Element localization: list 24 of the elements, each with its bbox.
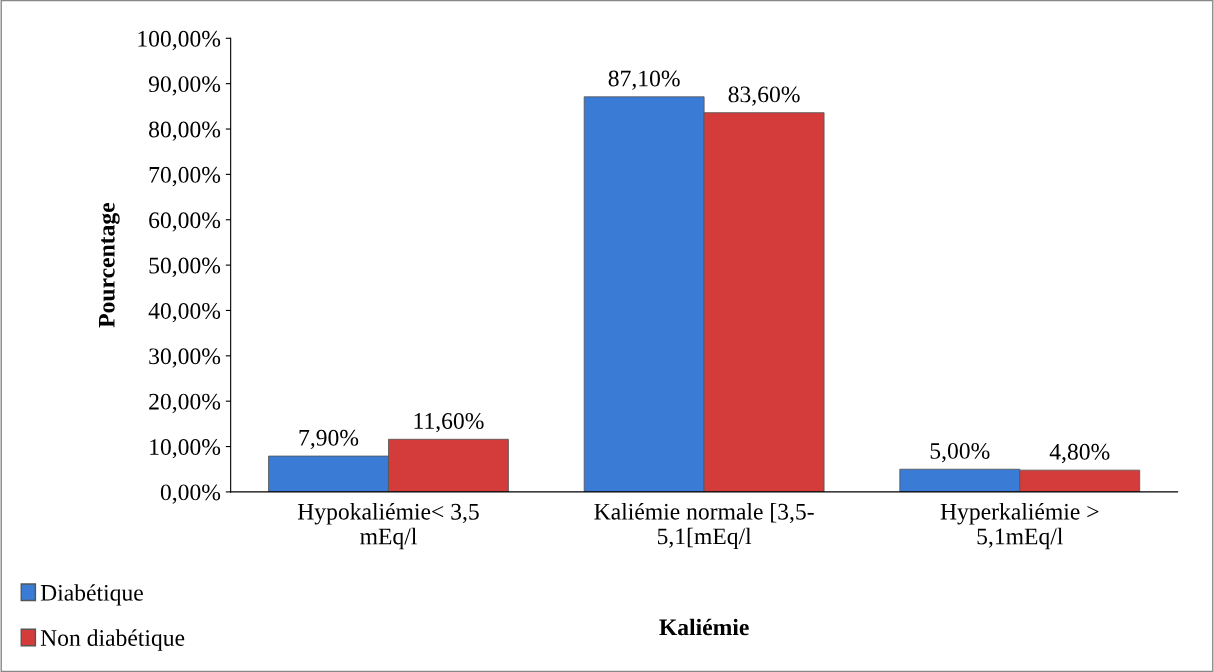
y-tick-label: 40,00%	[148, 302, 221, 323]
data-label: 5,00%	[930, 442, 990, 463]
x-tick-label: Hyperkaliémie > 5,1mEq/l	[940, 503, 1099, 550]
x-tick-label: Kaliémie normale [3,5- 5,1[mEq/l	[594, 502, 814, 550]
data-label: 87,10%	[608, 70, 680, 90]
y-axis-title: Pourcentage	[99, 202, 120, 328]
y-tick-label: 100,00%	[138, 30, 221, 51]
y-tick-label: 10,00%	[150, 439, 221, 459]
y-tick-label: 20,00%	[149, 393, 221, 414]
y-tick-label: 30,00%	[149, 348, 221, 368]
y-tick-label: 70,00%	[149, 166, 221, 187]
data-label: 7,90%	[299, 429, 359, 450]
legend-label: Non diabétique	[40, 629, 185, 651]
y-tick-label: 80,00%	[149, 121, 221, 141]
y-tick-label: 50,00%	[149, 257, 221, 277]
x-axis-title: Kaliémie	[659, 618, 749, 636]
data-label: 4,80%	[1049, 443, 1110, 464]
data-label: 11,60%	[414, 413, 484, 433]
y-tick-label: 90,00%	[148, 76, 221, 96]
x-tick-label: Hypokaliémie< 3,5 mEq/l	[297, 503, 479, 550]
y-tick-label: 0,00%	[160, 484, 221, 504]
y-tick-label: 60,00%	[149, 212, 221, 232]
legend-label: Diabétique	[40, 584, 143, 606]
data-label: 83,60%	[728, 86, 800, 106]
